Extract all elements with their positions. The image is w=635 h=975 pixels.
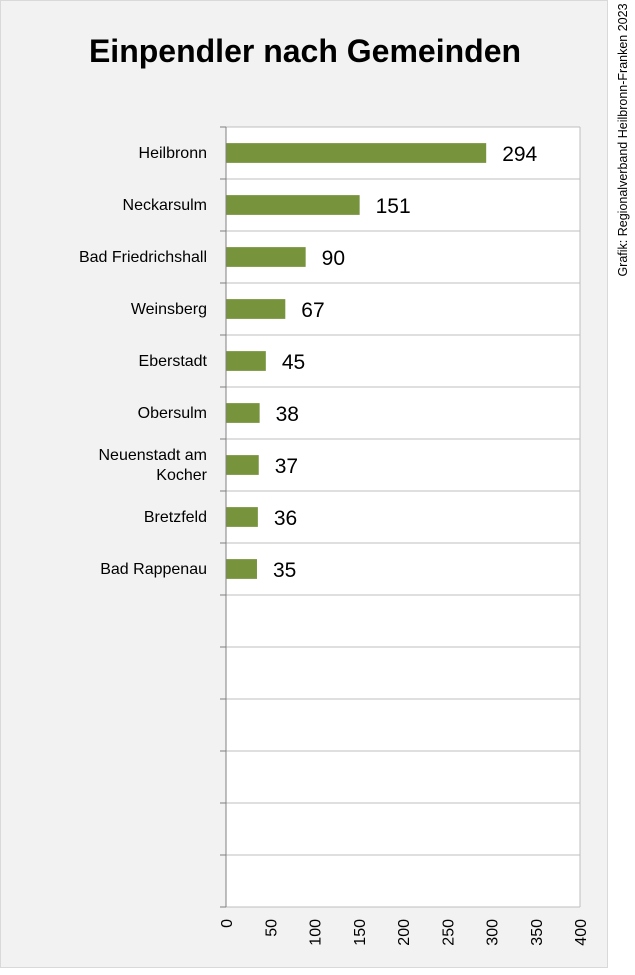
x-tick-label: 100 bbox=[308, 919, 325, 946]
category-label: Weinsberg bbox=[131, 301, 207, 318]
category-label-line: Bad Rappenau bbox=[100, 561, 207, 578]
chart-title: Einpendler nach Gemeinden bbox=[88, 33, 522, 69]
value-label: 90 bbox=[322, 247, 345, 270]
bar bbox=[226, 351, 266, 371]
category-label: Heilbronn bbox=[139, 145, 207, 162]
category-label-line: Eberstadt bbox=[139, 353, 208, 370]
category-label-line: Bad Friedrichshall bbox=[79, 249, 207, 266]
x-tick-label: 400 bbox=[573, 919, 590, 946]
bar bbox=[226, 247, 306, 267]
value-label: 36 bbox=[274, 507, 297, 530]
gridlines bbox=[220, 126, 581, 908]
category-label: Bad Rappenau bbox=[100, 561, 207, 578]
bar-chart: 294 151 90 67 45 38 37 36 35 Heilbronn Neckarsulm… bbox=[79, 126, 590, 946]
x-tick-label: 150 bbox=[352, 919, 369, 946]
bar bbox=[226, 299, 286, 319]
category-label: Neuenstadt am Kocher bbox=[98, 447, 207, 484]
x-tick-labels: 0 50 100 150 200 250 300 350 400 bbox=[219, 919, 590, 946]
value-labels: 294 151 90 67 45 38 37 36 35 bbox=[273, 143, 538, 582]
value-label: 294 bbox=[502, 143, 537, 166]
bar bbox=[226, 143, 487, 163]
x-tick-label: 0 bbox=[219, 919, 236, 928]
category-label-line: Kocher bbox=[156, 467, 207, 484]
value-label: 38 bbox=[276, 403, 299, 426]
category-label: Bretzfeld bbox=[144, 509, 207, 526]
category-label: Eberstadt bbox=[139, 353, 208, 370]
category-label-line: Neuenstadt am bbox=[98, 447, 207, 464]
bar bbox=[226, 507, 258, 527]
category-label: Neckarsulm bbox=[123, 197, 207, 214]
x-tick-label: 200 bbox=[396, 919, 413, 946]
category-label: Bad Friedrichshall bbox=[79, 249, 207, 266]
value-label: 45 bbox=[282, 351, 305, 374]
value-label: 67 bbox=[301, 299, 324, 322]
category-labels: Heilbronn Neckarsulm Bad Friedrichshall Wei… bbox=[79, 145, 208, 578]
category-label-line: Obersulm bbox=[138, 405, 207, 422]
value-label: 151 bbox=[376, 195, 411, 218]
category-label-line: Neckarsulm bbox=[123, 197, 207, 214]
x-tick-label: 350 bbox=[529, 919, 546, 946]
category-label-line: Weinsberg bbox=[131, 301, 207, 318]
chart-frame: Einpendler nach Gemeinden 294 151 90 67 45 38… bbox=[0, 0, 608, 968]
bars bbox=[226, 143, 487, 579]
bar bbox=[226, 195, 360, 215]
bar bbox=[226, 559, 257, 579]
value-label: 37 bbox=[275, 455, 298, 478]
x-tick-label: 250 bbox=[440, 919, 457, 946]
x-tick-label: 50 bbox=[263, 919, 280, 937]
bar bbox=[226, 403, 260, 423]
bar bbox=[226, 455, 259, 475]
category-label-line: Bretzfeld bbox=[144, 509, 207, 526]
credit-text: Grafik: Regionalverband Heilbronn-Franke… bbox=[616, 3, 630, 277]
x-tick-label: 300 bbox=[485, 919, 502, 946]
category-label-line: Heilbronn bbox=[139, 145, 207, 162]
category-label: Obersulm bbox=[138, 405, 207, 422]
value-label: 35 bbox=[273, 559, 296, 582]
